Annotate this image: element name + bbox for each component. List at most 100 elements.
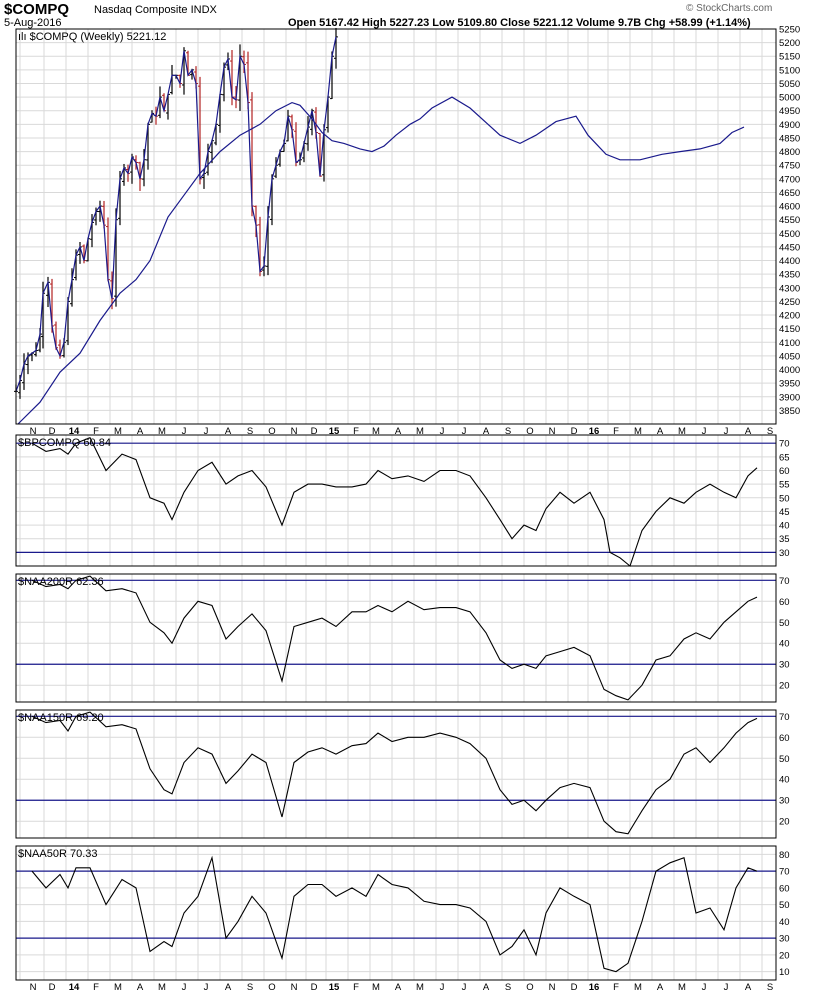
y-tick-label: 5050 [779,79,800,90]
y-tick-label: 4600 [779,202,800,213]
x-month-label: J [204,426,209,437]
y-tick-label: 4700 [779,174,800,185]
y-tick-label: 4050 [779,351,800,362]
panel-border [15,573,777,703]
x-month-label: S [767,426,773,437]
x-month-label: A [483,426,490,437]
y-tick-label: 4400 [779,256,800,267]
x-month-label: A [657,982,664,993]
x-month-label: M [114,426,122,437]
indicator-line [31,855,758,973]
x-month-label: N [549,426,556,437]
indicator-line [31,437,758,567]
price-legend-label: ılı $COMPQ (Weekly) 5221.12 [18,31,166,43]
y-tick-label: 4150 [779,324,800,335]
x-month-label: A [657,426,664,437]
x-month-label: D [571,982,578,993]
x-month-label: D [311,426,318,437]
indicator-legend-label: $NAA50R 70.33 [18,848,98,860]
y-tick-label: 30 [779,548,790,559]
y-tick-label: 40 [779,917,790,928]
x-month-label: J [440,426,445,437]
panel-border [15,845,777,981]
x-month-label: J [182,426,187,437]
y-tick-label: 50 [779,900,790,911]
y-tick-label: 3950 [779,379,800,390]
x-month-label: F [93,426,99,437]
y-tick-label: 4000 [779,365,800,376]
x-month-label: J [724,982,729,993]
x-month-label: A [225,982,232,993]
brand-watermark: © StockCharts.com [686,3,773,14]
y-tick-label: 60 [779,466,790,477]
x-month-label: J [462,426,467,437]
y-tick-label: 30 [779,660,790,671]
y-tick-label: 65 [779,452,790,463]
x-month-label: S [505,426,511,437]
y-tick-label: 55 [779,480,790,491]
x-month-label: A [395,426,402,437]
y-tick-label: 5000 [779,93,800,104]
quote-date: 5-Aug-2016 [4,17,62,29]
x-month-label: 16 [589,982,600,993]
x-month-label: M [416,982,424,993]
indicator-line [31,711,758,835]
x-month-label: M [372,426,380,437]
x-month-label: S [767,982,773,993]
y-tick-label: 4450 [779,242,800,253]
price-close-line [15,36,337,392]
y-tick-label: 40 [779,775,790,786]
y-tick-label: 4300 [779,283,800,294]
y-tick-label: 70 [779,712,790,723]
panel-border [15,709,777,839]
x-month-label: M [158,426,166,437]
x-month-label: D [49,982,56,993]
y-tick-label: 4250 [779,297,800,308]
y-tick-label: 50 [779,493,790,504]
x-month-label: F [613,426,619,437]
x-month-label: M [678,982,686,993]
x-month-label: J [462,982,467,993]
x-month-label: A [225,426,232,437]
x-month-label: S [247,982,253,993]
ticker-symbol: $COMPQ [4,1,70,18]
y-tick-label: 60 [779,733,790,744]
x-month-label: F [353,426,359,437]
x-month-label: J [724,426,729,437]
naa150r-panel: 20 30 40 50 60 70 $NAA150R 69.20 [15,709,790,839]
x-month-label: N [30,982,37,993]
y-tick-label: 30 [779,796,790,807]
x-month-label: O [526,426,533,437]
moving-average-line [17,96,745,425]
y-tick-label: 3900 [779,392,800,403]
x-month-label: O [268,982,275,993]
y-tick-label: 5200 [779,38,800,49]
y-tick-label: 60 [779,597,790,608]
y-tick-label: 50 [779,618,790,629]
indicator-legend-label: $NAA150R 69.20 [18,712,104,724]
y-tick-label: 80 [779,850,790,861]
x-month-label: M [634,426,642,437]
y-tick-label: 30 [779,934,790,945]
y-tick-label: 4200 [779,311,800,322]
x-month-label: M [416,426,424,437]
indicator-line [31,575,758,701]
x-month-label: A [395,982,402,993]
x-month-label: N [30,426,37,437]
y-tick-label: 50 [779,754,790,765]
x-month-label: D [571,426,578,437]
x-month-label: J [702,982,707,993]
x-month-label: A [137,982,144,993]
x-month-label: 16 [589,426,600,437]
y-tick-label: 20 [779,681,790,692]
y-tick-label: 4950 [779,106,800,117]
x-month-label: F [613,982,619,993]
y-tick-label: 40 [779,521,790,532]
x-month-label: O [268,426,275,437]
y-tick-label: 4350 [779,270,800,281]
y-tick-label: 4500 [779,229,800,240]
x-month-label: D [311,982,318,993]
x-month-label: M [678,426,686,437]
